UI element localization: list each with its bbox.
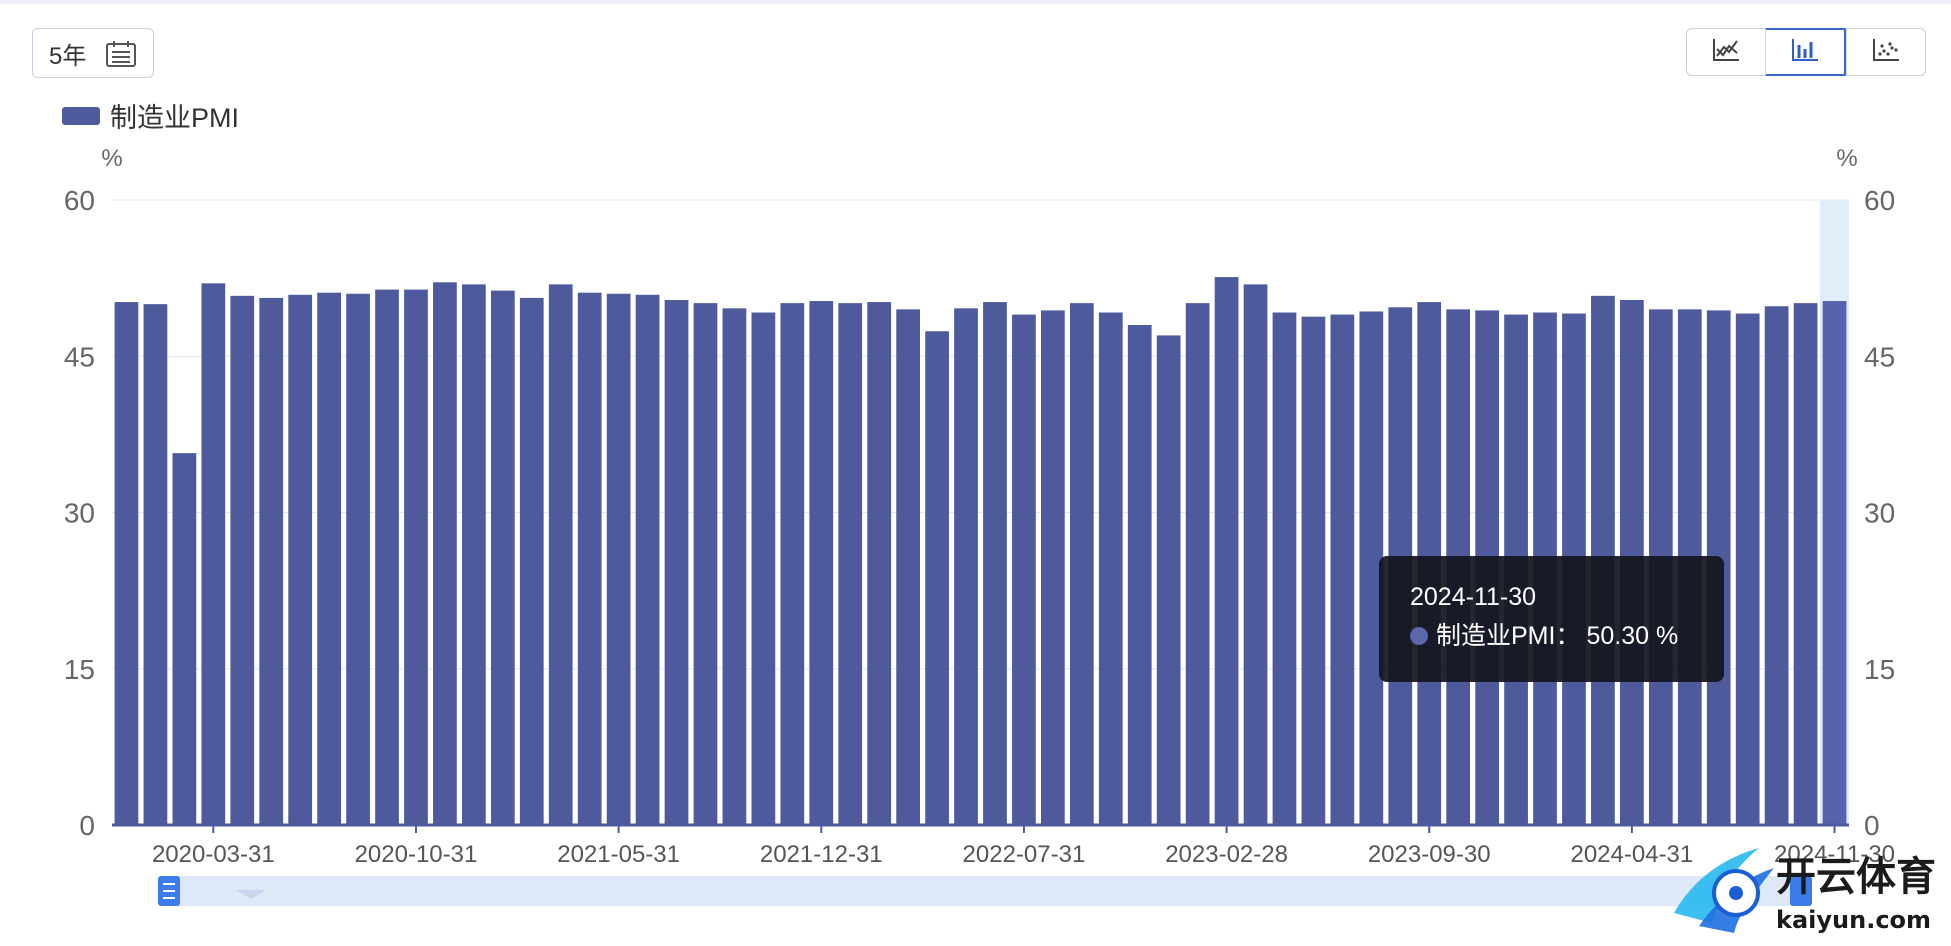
line-chart-button[interactable]: [1687, 29, 1765, 75]
bar: [548, 284, 573, 825]
x-tick-label: 2021-12-31: [760, 841, 883, 868]
brand-watermark: 开云体育 kaiyun.com: [1664, 838, 1951, 941]
brand-text-cn: 开云体育: [1776, 854, 1936, 900]
chart-type-toggle: [1686, 28, 1926, 76]
zoom-slider-handle-right[interactable]: [1790, 876, 1812, 906]
x-tick-label: 2020-10-31: [355, 841, 478, 868]
right-axis-unit: %: [1836, 145, 1857, 172]
bar: [1069, 303, 1094, 825]
bar: [230, 295, 255, 825]
x-tick-label: 2023-02-28: [1165, 841, 1288, 868]
bar: [838, 303, 863, 825]
bar: [925, 331, 949, 825]
y-tick-label-right: 0: [1864, 810, 1880, 841]
bar: [462, 284, 486, 825]
period-selector-button[interactable]: 5年: [32, 28, 154, 78]
bar: [606, 293, 631, 825]
tooltip: 2024-11-30 制造业PMI： 50.30 %: [1379, 556, 1724, 682]
zoom-slider-track: [170, 876, 1808, 906]
slider-shadow: [236, 890, 266, 899]
y-tick-label-left: 45: [64, 341, 95, 372]
tooltip-date: 2024-11-30: [1410, 583, 1537, 611]
y-tick-label-left: 15: [64, 654, 95, 685]
bar: [1214, 277, 1239, 825]
bar: [1301, 316, 1326, 825]
bar: [577, 292, 602, 825]
tooltip-series-value: 50.30 %: [1586, 622, 1679, 650]
bar: [664, 300, 689, 825]
bar: [751, 312, 776, 825]
bar: [143, 304, 168, 826]
bar: [519, 297, 544, 826]
scatter-chart-icon: [1871, 37, 1901, 68]
bar: [259, 297, 284, 826]
bar: [1822, 301, 1847, 826]
x-tick-label: 2024-11-30: [1774, 841, 1895, 868]
bar: [375, 289, 399, 825]
bar: [404, 289, 428, 825]
period-label: 5年: [49, 42, 87, 70]
bar: [983, 302, 1007, 825]
bar: [1243, 284, 1268, 825]
bar: [1098, 312, 1123, 825]
bar: [346, 293, 370, 825]
bar: [114, 302, 139, 825]
x-tick-label: 2021-05-31: [557, 841, 680, 868]
bar: [1127, 325, 1152, 825]
bar-chart-icon: [1790, 37, 1820, 68]
x-tick-label: 2020-03-31: [152, 841, 275, 868]
y-tick-label-right: 15: [1864, 654, 1895, 685]
bar: [1359, 311, 1384, 825]
legend-label: 制造业PMI: [110, 103, 240, 133]
y-tick-label-left: 30: [64, 498, 95, 529]
left-axis-unit: %: [101, 145, 122, 172]
tooltip-series-dot: [1410, 627, 1428, 645]
bar: [1330, 314, 1355, 825]
x-tick-label: 2024-04-31: [1570, 841, 1693, 868]
bar: [693, 303, 718, 825]
y-tick-label-right: 60: [1864, 185, 1895, 216]
bar: [172, 453, 197, 825]
bar: [954, 308, 978, 825]
legend-swatch: [62, 106, 100, 125]
bar: [490, 290, 515, 825]
y-tick-label-left: 60: [64, 185, 95, 216]
x-tick-label: 2023-09-30: [1368, 841, 1491, 868]
bar: [809, 301, 834, 826]
bar: [1793, 303, 1818, 825]
legend-item[interactable]: 制造业PMI: [62, 96, 239, 135]
bar: [1041, 310, 1065, 826]
top-divider: [0, 0, 1951, 4]
bar: [1012, 314, 1036, 825]
y-tick-label-right: 30: [1864, 498, 1895, 529]
bar: [1272, 312, 1297, 825]
bar: [722, 308, 747, 825]
bar-chart-button[interactable]: [1765, 28, 1846, 76]
bar: [867, 302, 892, 825]
y-tick-label-left: 0: [79, 810, 95, 841]
bar: [317, 292, 341, 825]
bar: [635, 294, 660, 826]
bar: [1156, 335, 1181, 825]
tooltip-row: 制造业PMI： 50.30 %: [1410, 621, 1724, 651]
bar: [896, 309, 920, 825]
bar: [201, 283, 226, 825]
x-tick-label: 2022-07-31: [963, 841, 1086, 868]
bar: [780, 303, 805, 825]
line-chart-icon: [1711, 37, 1741, 68]
tooltip-series-label: 制造业PMI：: [1436, 622, 1581, 650]
bar: [1764, 306, 1789, 825]
y-tick-label-right: 45: [1864, 341, 1895, 372]
brand-text-en: kaiyun.com: [1776, 906, 1931, 934]
bar: [288, 294, 313, 826]
calendar-icon: [105, 40, 137, 73]
bar: [1185, 303, 1210, 825]
scatter-chart-button[interactable]: [1846, 29, 1925, 75]
bar: [433, 282, 457, 826]
bar: [1735, 313, 1760, 825]
